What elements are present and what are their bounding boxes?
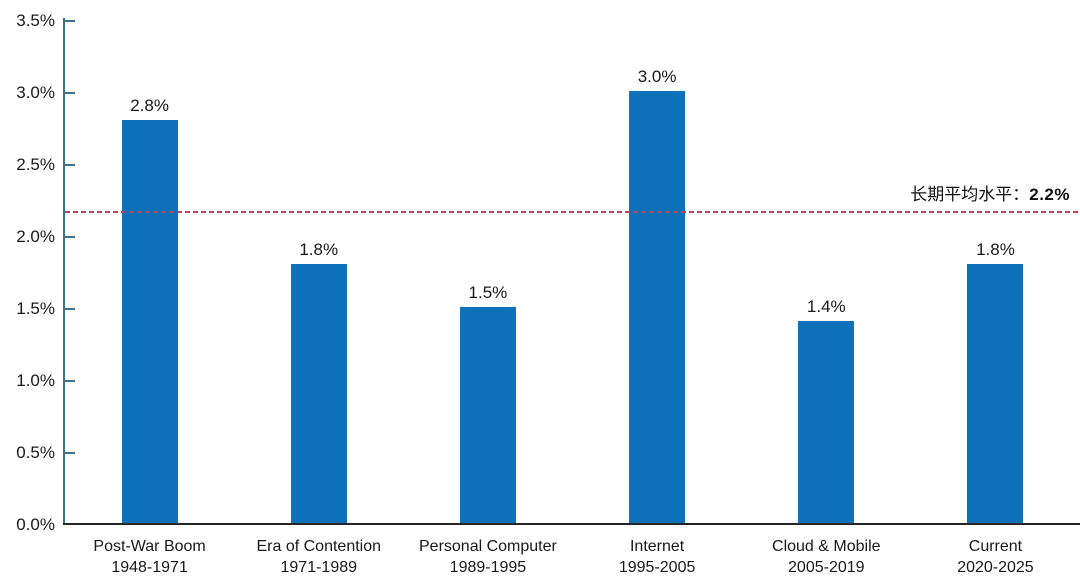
y-axis-tick [65, 20, 75, 22]
y-axis-tick [65, 236, 75, 238]
y-axis-tick-label: 1.5% [16, 299, 55, 318]
bar-value-label: 1.8% [299, 240, 339, 259]
category-period: 1989-1995 [449, 559, 527, 576]
category-label: Internet 1995-2005 [573, 536, 742, 578]
category-period: 1948-1971 [111, 559, 188, 576]
bar [121, 120, 178, 523]
bar-value-label: 1.8% [976, 240, 1015, 259]
category-name: Era of Contention [256, 538, 382, 555]
y-axis-tick-label: 2.5% [16, 155, 55, 174]
bar-group: 2.8% [65, 0, 234, 523]
x-axis-line [63, 523, 1080, 525]
y-axis-tick [65, 380, 75, 382]
category-name: Post-War Boom [93, 538, 206, 555]
bar-group: 3.0% [573, 0, 742, 523]
category-name: Personal Computer [419, 538, 557, 555]
y-axis-tick-label: 0.0% [16, 515, 55, 534]
plot-area: 2.8% 1.8% 1.5% 3.0% 1.4% 1.8% 长期平均水平：2.2… [65, 0, 1080, 523]
bar [290, 264, 347, 523]
bar-value-label: 1.4% [806, 297, 846, 316]
category-label: Personal Computer 1989-1995 [403, 536, 572, 578]
bar [459, 307, 516, 523]
category-label: Current 2020-2025 [911, 536, 1080, 578]
y-axis-tick-label: 3.5% [16, 11, 55, 30]
average-line-label-text: 长期平均水平： [910, 185, 1030, 204]
y-axis-tick-label: 3.0% [16, 83, 55, 102]
y-axis-tick [65, 164, 75, 166]
category-label: Cloud & Mobile 2005-2019 [742, 536, 911, 578]
category-period: 2005-2019 [788, 559, 865, 576]
category-label: Post-War Boom 1948-1971 [65, 536, 234, 578]
y-axis-tick [65, 452, 75, 454]
y-axis-tick [65, 308, 75, 310]
bar-value-label: 2.8% [130, 96, 169, 115]
category-period: 1971-1989 [280, 559, 358, 576]
bar-group: 1.4% [742, 0, 911, 523]
bar-group: 1.8% [234, 0, 403, 523]
category-name: Cloud & Mobile [772, 538, 881, 555]
bar [629, 91, 686, 523]
y-axis-tick-label: 2.0% [16, 227, 55, 246]
bar [798, 321, 855, 523]
average-line-label: 长期平均水平：2.2% [910, 185, 1070, 205]
bar [967, 264, 1024, 523]
x-axis-labels: Post-War Boom 1948-1971 Era of Contentio… [65, 536, 1080, 578]
average-line-value: 2.2% [1029, 185, 1070, 204]
average-line [65, 211, 1078, 213]
bar-group: 1.8% [911, 0, 1080, 523]
category-period: 2020-2025 [957, 559, 1034, 576]
bar-group: 1.5% [403, 0, 572, 523]
bar-value-label: 3.0% [637, 67, 677, 86]
y-axis-tick [65, 92, 75, 94]
y-axis-tick-label: 0.5% [16, 443, 55, 462]
category-name: Internet [629, 538, 685, 555]
y-axis-line [63, 18, 65, 524]
category-label: Era of Contention 1971-1989 [234, 536, 403, 578]
bar-value-label: 1.5% [468, 283, 508, 302]
category-name: Current [968, 538, 1023, 555]
y-axis-tick-label: 1.0% [16, 371, 55, 390]
category-period: 1995-2005 [618, 559, 696, 576]
